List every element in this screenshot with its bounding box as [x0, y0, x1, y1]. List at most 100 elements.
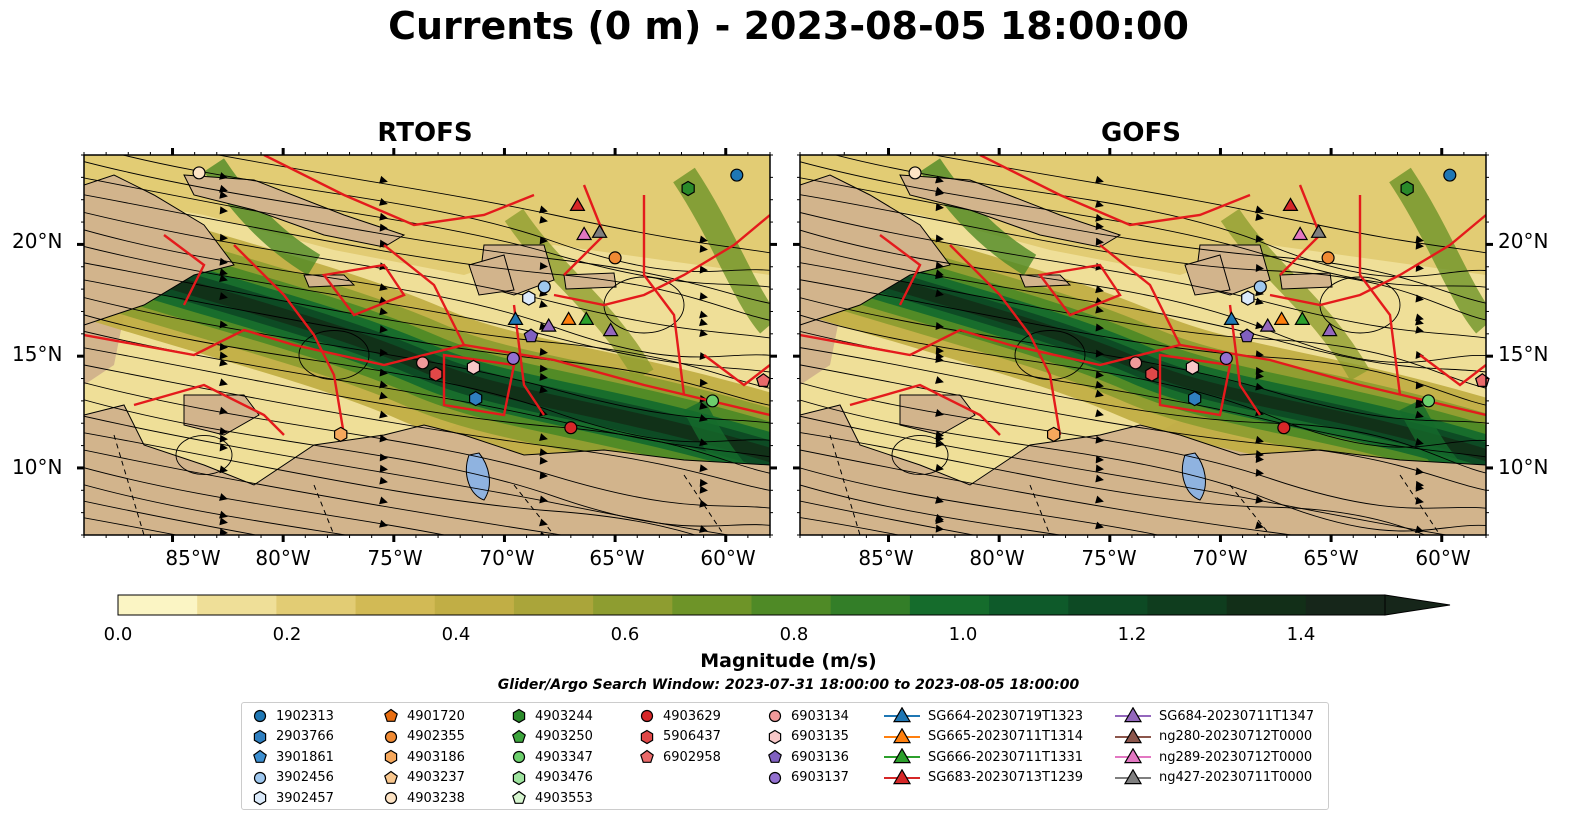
- platform-marker-4903244: [1400, 180, 1414, 197]
- streamline: [800, 467, 1160, 535]
- streamline-arrow: [1095, 237, 1104, 246]
- lon-label-65w-rtofs: 65°W: [589, 546, 645, 570]
- legend-item: 4903347: [509, 747, 593, 767]
- platform-marker-1902313: [1443, 168, 1457, 182]
- streamline-arrow: [1415, 525, 1424, 534]
- streamline-arrow: [935, 175, 944, 184]
- platform-marker-5906437: [1145, 366, 1159, 382]
- colorbar-segment: [434, 595, 515, 615]
- streamline-arrow: [219, 274, 228, 283]
- streamline-arrow: [699, 265, 708, 274]
- colorbar-frame: [117, 594, 1386, 616]
- streamline-arrow: [1095, 495, 1104, 504]
- legend-item: 6903134: [765, 706, 849, 726]
- legend-label: SG664-20230719T1323: [928, 708, 1084, 724]
- platform-marker-SG665-20230711T1314: [1273, 311, 1290, 325]
- legend-label: 4903244: [535, 708, 593, 724]
- lat-label-20n-left: 20°N: [12, 229, 63, 253]
- streamline-arrow: [935, 346, 944, 355]
- map-frame: [799, 154, 1487, 536]
- eez-boundary: [949, 244, 1062, 436]
- legend-triangle-icon: [884, 727, 920, 743]
- streamline-arrow: [219, 190, 228, 199]
- streamline-arrow: [935, 583, 944, 592]
- streamline-arrow: [379, 325, 388, 334]
- legend-item: ng289-20230712T0000: [1113, 747, 1312, 767]
- lat-label-10n-left: 10°N: [12, 455, 63, 479]
- streamline-arrow: [539, 372, 548, 381]
- colorbar-segment: [830, 595, 911, 615]
- platform-marker-5906437: [429, 366, 443, 382]
- eez-boundary: [1158, 353, 1232, 417]
- streamline-arrow: [1095, 389, 1104, 398]
- legend-triangle-icon: [1115, 748, 1151, 764]
- legend-pentagon-icon: [768, 749, 782, 763]
- streamline: [800, 500, 977, 535]
- streamline-arrow: [1415, 410, 1424, 419]
- platform-marker-6902958: [755, 373, 771, 387]
- legend-item: 4903186: [381, 747, 465, 767]
- streamline: [84, 382, 770, 509]
- eez-boundary: [1419, 354, 1486, 387]
- map-panel-rtofs[interactable]: [77, 148, 777, 542]
- legend-label: 4901720: [407, 708, 465, 724]
- streamline: [84, 432, 697, 535]
- streamline-arrow: [699, 478, 708, 487]
- colorbar-segment: [989, 595, 1069, 615]
- streamline-arrow: [379, 197, 388, 206]
- legend-item: ng427-20230711T0000: [1113, 768, 1312, 788]
- legend-label: ng427-20230711T0000: [1159, 770, 1313, 785]
- legend-label: 4903237: [407, 770, 465, 785]
- streamline-arrow: [539, 385, 548, 394]
- platform-marker-3902456: [1253, 280, 1267, 294]
- landmass: [1279, 272, 1333, 290]
- colorbar-tick-4: 0.8: [779, 624, 809, 645]
- streamline-arrow: [379, 391, 388, 400]
- streamline: [121, 155, 770, 272]
- streamline-arrow: [219, 172, 228, 180]
- platform-marker-ng427-20230711T0000: [591, 224, 608, 238]
- colorbar-segment: [751, 595, 832, 615]
- platform-marker-6903137: [506, 351, 520, 365]
- streamline-arrow: [379, 410, 388, 419]
- legend-pentagon-icon: [512, 729, 526, 743]
- streamline-arrow: [1095, 349, 1104, 358]
- platform-marker-SG666-20230711T1331: [1294, 311, 1311, 325]
- platform-marker-SG664-20230719T1323: [1223, 311, 1240, 325]
- streamline: [800, 399, 1486, 532]
- streamline: [800, 415, 1449, 535]
- legend-item: SG666-20230711T1331: [882, 747, 1083, 767]
- legend-label: 3901861: [276, 749, 334, 765]
- lon-label-80w-rtofs: 80°W: [255, 546, 311, 570]
- colorbar-extend-arrow: [1384, 594, 1451, 616]
- legend-label: 4903186: [407, 749, 465, 765]
- streamline: [84, 500, 259, 535]
- colorbar-segment: [1147, 595, 1228, 615]
- streamline-arrow: [935, 289, 944, 298]
- map-panel-gofs[interactable]: [793, 148, 1493, 542]
- streamline-arrow: [699, 401, 708, 410]
- platform-marker-6903135: [1185, 359, 1200, 376]
- platform-marker-4903347: [1421, 394, 1436, 408]
- platform-marker-6903135: [466, 359, 481, 376]
- streamline: [84, 229, 770, 358]
- legend-item: SG665-20230711T1314: [882, 727, 1083, 747]
- streamline: [84, 449, 565, 535]
- streamline-arrow: [935, 322, 944, 330]
- streamline-arrow: [539, 518, 548, 527]
- streamline-arrow: [1095, 583, 1104, 592]
- platform-marker-2903766: [469, 390, 483, 407]
- legend-triangle-icon: [884, 707, 920, 723]
- legend-triangle-icon: [1115, 707, 1151, 723]
- streamline-arrow: [699, 438, 708, 447]
- legend-label: 5906437: [663, 729, 721, 744]
- platform-marker-4903347: [705, 394, 720, 408]
- legend-triangle-icon: [1115, 727, 1151, 743]
- legend-label: 4902355: [407, 729, 465, 744]
- legend-label: 6903136: [791, 749, 849, 765]
- streamline-arrow: [699, 485, 708, 494]
- streamline: [84, 347, 770, 474]
- legend-circle-icon: [768, 771, 782, 784]
- legend-item: 3902457: [250, 788, 334, 808]
- legend-label: 3902457: [276, 790, 334, 806]
